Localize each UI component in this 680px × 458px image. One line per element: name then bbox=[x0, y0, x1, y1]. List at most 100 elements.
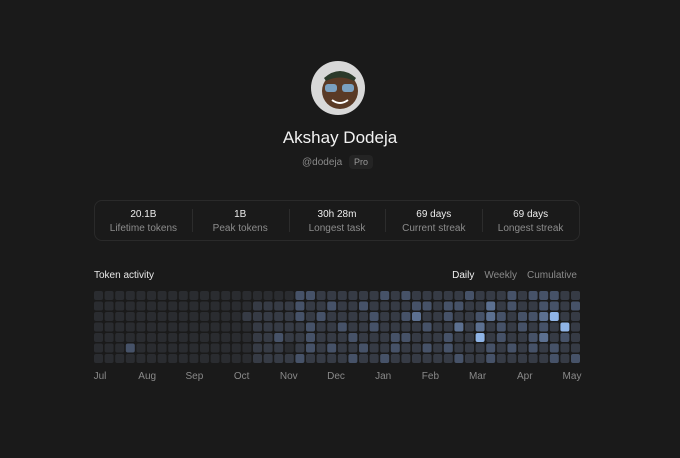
activity-cell bbox=[412, 354, 421, 363]
activity-cell bbox=[571, 312, 580, 321]
activity-cell bbox=[327, 322, 337, 332]
activity-cell bbox=[231, 322, 241, 332]
activity-cell bbox=[486, 333, 496, 342]
activity-cell bbox=[369, 291, 379, 300]
activity-cell bbox=[380, 333, 390, 342]
activity-cell bbox=[465, 291, 474, 300]
section-title: Token activity bbox=[94, 270, 155, 281]
activity-cell bbox=[115, 322, 125, 332]
activity-cell bbox=[412, 333, 421, 342]
activity-cell bbox=[316, 312, 326, 321]
activity-cell bbox=[571, 322, 580, 332]
activity-cell bbox=[443, 333, 453, 342]
activity-cell bbox=[115, 301, 125, 311]
activity-cell bbox=[348, 301, 358, 311]
activity-cell bbox=[200, 322, 209, 332]
activity-cell bbox=[136, 343, 146, 353]
activity-cell bbox=[295, 343, 305, 353]
activity-cell bbox=[200, 343, 209, 353]
activity-cell bbox=[337, 312, 347, 321]
activity-cell bbox=[263, 322, 273, 332]
activity-cell bbox=[231, 291, 241, 300]
activity-cell bbox=[380, 301, 390, 311]
activity-cell bbox=[263, 291, 273, 300]
activity-cell bbox=[231, 333, 241, 342]
activity-cell bbox=[433, 343, 443, 353]
activity-cell bbox=[507, 343, 517, 353]
activity-cell bbox=[147, 322, 156, 332]
activity-cell bbox=[221, 333, 231, 342]
activity-cell bbox=[337, 333, 347, 342]
activity-cell bbox=[253, 343, 262, 353]
activity-cell bbox=[433, 291, 443, 300]
activity-cell bbox=[359, 343, 368, 353]
activity-cell bbox=[178, 301, 188, 311]
activity-cell bbox=[221, 312, 231, 321]
stat-value: 30h 28m bbox=[317, 209, 357, 220]
profile-name: Akshay Dodeja bbox=[282, 128, 398, 147]
activity-cell bbox=[274, 354, 284, 363]
activity-cell bbox=[560, 333, 570, 342]
activity-cell bbox=[401, 343, 411, 353]
activity-cell bbox=[539, 343, 549, 353]
activity-cell bbox=[306, 354, 315, 363]
stat-label: Lifetime tokens bbox=[109, 223, 178, 234]
activity-cell bbox=[380, 291, 390, 300]
activity-cell bbox=[263, 333, 273, 342]
activity-cell bbox=[486, 291, 496, 300]
activity-cell bbox=[189, 322, 199, 332]
activity-cell bbox=[390, 291, 400, 300]
activity-cell bbox=[348, 322, 358, 332]
activity-cell bbox=[422, 354, 432, 363]
activity-cell bbox=[295, 312, 305, 321]
activity-cell bbox=[306, 291, 315, 300]
activity-cell bbox=[316, 322, 326, 332]
activity-cell bbox=[125, 301, 135, 311]
activity-cell bbox=[560, 312, 570, 321]
activity-cell bbox=[284, 291, 294, 300]
activity-cell bbox=[528, 354, 538, 363]
activity-cell bbox=[475, 343, 485, 353]
activity-cell bbox=[242, 312, 252, 321]
activity-cell bbox=[136, 354, 146, 363]
activity-cell bbox=[475, 354, 485, 363]
activity-cell bbox=[496, 343, 506, 353]
activity-cell bbox=[274, 343, 284, 353]
stat: 69 days Current streak bbox=[385, 201, 482, 240]
tab[interactable]: Daily bbox=[452, 270, 475, 281]
activity-cell bbox=[200, 291, 209, 300]
activity-cell bbox=[253, 291, 262, 300]
activity-cell bbox=[178, 354, 188, 363]
activity-cell bbox=[496, 312, 506, 321]
activity-cell bbox=[422, 333, 432, 342]
activity-cell bbox=[115, 291, 125, 300]
activity-cell bbox=[125, 291, 135, 300]
stat-label: Peak tokens bbox=[212, 223, 268, 234]
activity-cell bbox=[253, 301, 262, 311]
activity-cell bbox=[348, 312, 358, 321]
activity-cell bbox=[295, 354, 305, 363]
activity-cell bbox=[104, 333, 114, 342]
activity-cell bbox=[412, 291, 421, 300]
activity-cell bbox=[422, 322, 432, 332]
activity-cell bbox=[157, 354, 167, 363]
activity-cell bbox=[284, 354, 294, 363]
activity-cell bbox=[337, 322, 347, 332]
activity-cell bbox=[475, 333, 485, 342]
activity-cell bbox=[210, 312, 220, 321]
tab[interactable]: Cumulative bbox=[526, 270, 577, 281]
activity-cell bbox=[221, 301, 231, 311]
activity-cell bbox=[231, 312, 241, 321]
activity-cell bbox=[454, 301, 464, 311]
activity-cell bbox=[560, 301, 570, 311]
activity-cell bbox=[295, 301, 305, 311]
stat-value: 20.1B bbox=[130, 209, 157, 220]
activity-cell bbox=[125, 333, 135, 342]
stat: 69 days Longest streak bbox=[482, 201, 579, 240]
activity-cell bbox=[157, 333, 167, 342]
tab[interactable]: Weekly bbox=[484, 270, 517, 281]
activity-cell bbox=[571, 354, 580, 363]
activity-cell bbox=[221, 291, 231, 300]
activity-cell bbox=[518, 333, 527, 342]
activity-cell bbox=[454, 343, 464, 353]
